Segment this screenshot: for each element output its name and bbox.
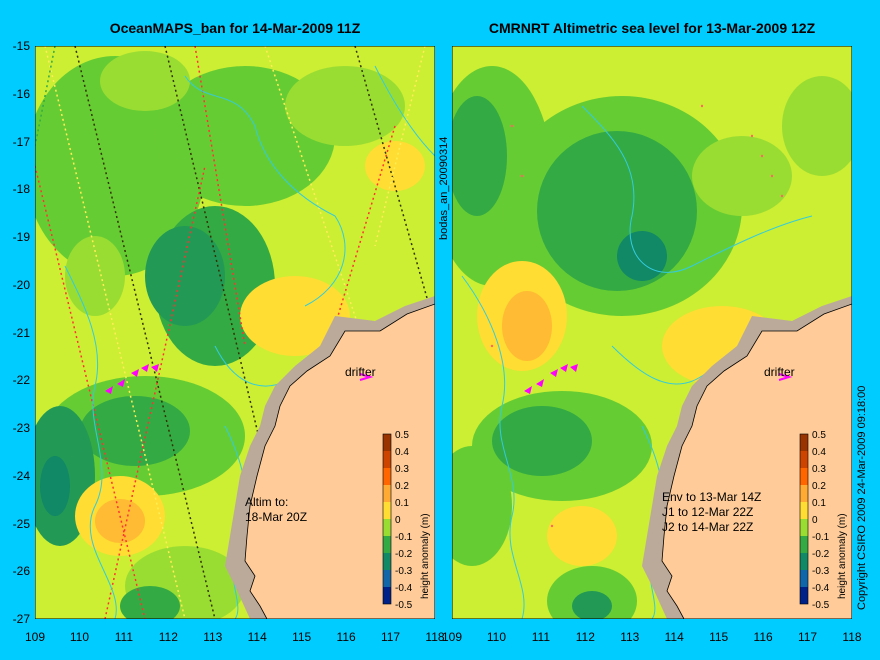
colorbar-tick-label: -0.4	[812, 583, 830, 594]
colorbar-tick-label: 0.1	[812, 498, 826, 509]
right-info-line-2: J1 to 12-Mar 22Z	[662, 505, 753, 519]
left-map: drifter Altim to: 18-Mar 20Z 0.50.40.30.…	[35, 46, 435, 619]
x-tick-label: 110	[486, 630, 507, 644]
right-map: drifter Env to 13-Mar 14Z J1 to 12-Mar 2…	[452, 46, 852, 619]
right-drifter-label: drifter	[764, 365, 795, 379]
colorbar-tick-label: -0.4	[395, 583, 413, 594]
x-tick-label: 112	[575, 630, 595, 644]
y-tick-label: -27	[12, 612, 30, 626]
x-tick-label: 117	[380, 630, 401, 644]
drifter-icon	[778, 373, 793, 381]
colorbar-tick-label: 0	[812, 515, 818, 526]
colorbar-tick-label: -0.1	[812, 532, 830, 543]
colorbar-tick-label: -0.5	[812, 600, 830, 611]
y-tick-label: -21	[12, 325, 30, 340]
y-tick-label: -20	[12, 277, 30, 292]
colorbar-tick-label: -0.3	[812, 566, 830, 577]
x-tick-label: 116	[336, 630, 356, 644]
x-tick-label: 115	[709, 630, 729, 644]
left-colorbar: 0.5 0.4 0.3 0.2 0.1 0 -0.1 -0.2 -0.3 -0.4 -0.5 hei…	[382, 430, 431, 611]
y-tick-label: -22	[12, 373, 30, 388]
colorbar-tick-label: -0.5	[395, 600, 413, 611]
drifter-track	[105, 364, 159, 394]
y-tick-label: -26	[12, 564, 30, 579]
right-map-title: CMRNRT Altimetric sea level for 13-Mar-2…	[488, 20, 816, 36]
drifter-icon	[359, 373, 374, 381]
y-tick-label: -24	[12, 468, 30, 483]
x-tick-label: 111	[531, 630, 550, 644]
colorbar-tick-label: -0.2	[812, 549, 830, 560]
colorbar-tick-label: -0.2	[395, 549, 413, 560]
anomaly-field	[35, 51, 425, 619]
left-info-line-2: 18-Mar 20Z	[245, 510, 307, 524]
x-tick-label: 118	[425, 630, 445, 644]
colorbar-tick-label: -0.3	[395, 566, 413, 577]
left-map-title: OceanMAPS_ban for 14-Mar-2009 11Z	[109, 20, 361, 36]
colorbar-tick-label: 0.2	[395, 481, 409, 492]
y-tick-label: -23	[12, 421, 30, 435]
x-tick-label: 113	[203, 630, 223, 644]
right-info-line-1: Env to 13-Mar 14Z	[662, 490, 761, 504]
colorbar-tick-label: 0.5	[395, 430, 409, 441]
drifter-track	[524, 364, 578, 394]
colorbar-tick-label: 0.3	[395, 464, 409, 475]
left-colorbar-label: height anomaly (m)	[420, 513, 431, 599]
right-colorbar-label: height anomaly (m)	[837, 513, 848, 599]
x-tick-label: 114	[247, 630, 267, 644]
left-info-line-1: Altim to:	[245, 495, 288, 509]
colorbar-tick-label: -0.1	[395, 532, 413, 543]
y-tick-label: -25	[12, 516, 30, 531]
left-side-label: bodas_an_20090314	[438, 136, 450, 240]
right-info-line-3: J2 to 14-Mar 22Z	[662, 520, 753, 534]
x-tick-label: 116	[753, 630, 773, 644]
x-tick-label: 115	[292, 630, 312, 644]
right-colorbar: 0.5 0.4 0.3 0.2 0.1 0 -0.1 -0.2 -0.3 -0.4 -0.5 hei…	[799, 430, 848, 611]
y-tick-label: -17	[12, 134, 30, 149]
colorbar-tick-label: 0.4	[812, 447, 826, 458]
anomaly-field	[452, 66, 852, 619]
colorbar-tick-label: 0.2	[812, 481, 826, 492]
y-tick-label: -18	[12, 182, 30, 197]
x-tick-label: 109	[441, 630, 463, 644]
left-drifter-label: drifter	[345, 365, 376, 379]
colorbar-tick-label: 0.1	[395, 498, 409, 509]
x-tick-label: 112	[158, 630, 178, 644]
colorbar-tick-label: 0.4	[395, 447, 409, 458]
colorbar-tick-label: 0	[395, 515, 401, 526]
x-tick-label: 114	[664, 630, 684, 644]
x-tick-label: 110	[69, 630, 90, 644]
altimetry-points	[490, 104, 784, 528]
x-tick-label: 109	[24, 630, 46, 644]
x-tick-label: 111	[114, 630, 133, 644]
x-tick-label: 117	[797, 630, 818, 644]
right-side-label: Copyright CSIRO 2009 24-Mar-2009 09:18:0…	[856, 385, 868, 610]
colorbar-tick-label: 0.5	[812, 430, 826, 441]
y-tick-label: -16	[12, 86, 30, 101]
altimetry-tracks	[35, 46, 435, 619]
x-tick-label: 113	[620, 630, 640, 644]
colorbar-tick-label: 0.3	[812, 464, 826, 475]
y-tick-label: -15	[12, 39, 30, 53]
y-tick-label: -19	[12, 230, 30, 244]
x-tick-label: 118	[842, 630, 862, 644]
